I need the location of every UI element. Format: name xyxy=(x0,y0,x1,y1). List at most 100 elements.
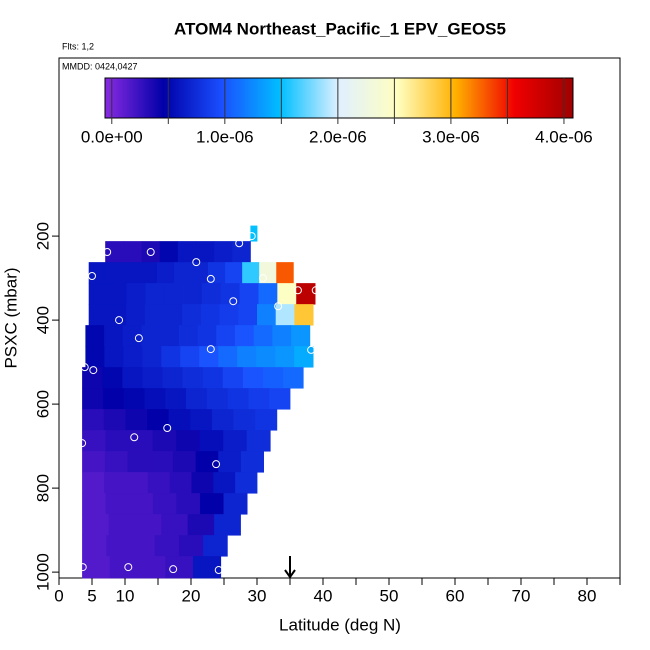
flight-point xyxy=(78,563,87,572)
colorbar-tick-label: 3.0e-06 xyxy=(422,127,480,146)
flight-point xyxy=(78,439,87,448)
curtain-cell xyxy=(141,241,161,263)
curtain-cell xyxy=(187,514,215,536)
curtain-cell xyxy=(225,262,243,284)
chart-title: ATOM4 Northeast_Pacific_1 EPV_GEOS5 xyxy=(174,19,506,38)
curtain-cell xyxy=(256,346,276,368)
curtain-cell xyxy=(235,325,255,347)
curtain-cell xyxy=(275,304,295,326)
curtain-cell xyxy=(82,472,105,494)
curtain-cell xyxy=(126,283,146,305)
curtain-cell xyxy=(199,346,219,368)
dates-note: MMDD: 0424,0427 xyxy=(62,61,138,71)
curtain-cell xyxy=(182,304,202,326)
curtain-cell xyxy=(82,514,109,536)
curtain-cell xyxy=(211,409,234,431)
curtain-cell xyxy=(223,430,248,452)
curtain-cell xyxy=(257,304,277,326)
colorbar-tick-label: 2.0e-06 xyxy=(309,127,367,146)
curtain-cell xyxy=(104,346,124,368)
curtain-cell xyxy=(208,262,226,284)
curtain-cell xyxy=(88,283,108,305)
flight-point xyxy=(146,248,155,257)
x-tick-label: 0 xyxy=(54,586,63,605)
curtain-cell xyxy=(294,346,314,368)
curtain-cell xyxy=(82,388,104,410)
curtain-cell xyxy=(263,367,284,389)
curtain-cell xyxy=(223,493,248,515)
curtain-cell xyxy=(123,388,145,410)
curtain-cell xyxy=(103,472,127,494)
curtain-cell xyxy=(130,535,156,557)
curtain-cell xyxy=(177,241,197,263)
curtain-cell xyxy=(178,535,204,557)
curtain-cell xyxy=(276,262,294,284)
curtain-cell xyxy=(199,493,224,515)
y-tick-label: 1000 xyxy=(33,553,52,591)
curtain-cell xyxy=(108,514,136,536)
curtain-cell xyxy=(259,262,277,284)
curtain-cell xyxy=(168,409,191,431)
arrow-head xyxy=(284,569,296,579)
curtain-cell xyxy=(246,430,271,452)
flight-point xyxy=(212,460,221,469)
curtain-cell xyxy=(182,367,204,389)
curtain-cell xyxy=(88,262,107,284)
curtain-cell xyxy=(102,388,125,410)
curtain-cell xyxy=(144,388,166,410)
curtain-cell xyxy=(242,262,260,284)
x-tick-label: 80 xyxy=(578,586,597,605)
colorbar-tick-label: 1.0e-06 xyxy=(196,127,254,146)
curtain-cell xyxy=(82,493,107,515)
curtain-cell xyxy=(82,556,111,579)
curtain-cell xyxy=(283,367,304,389)
curtain-cell xyxy=(258,283,278,305)
curtain-cell xyxy=(105,262,124,284)
curtain-cell xyxy=(82,430,107,452)
flight-point xyxy=(235,239,244,248)
flight-point xyxy=(206,345,215,354)
flight-point xyxy=(130,433,139,442)
curtain-cell xyxy=(242,367,264,389)
curtain-cell xyxy=(105,493,130,515)
curtain-cell xyxy=(154,535,180,557)
y-tick-label: 800 xyxy=(33,474,52,502)
curtain-cell xyxy=(106,535,131,557)
curtain-cell xyxy=(125,472,149,494)
curtain-cell xyxy=(164,283,184,305)
curtain-cell xyxy=(269,388,291,410)
curtain-cell xyxy=(253,325,273,347)
curtain-cell xyxy=(294,304,314,326)
curtain-cell xyxy=(183,283,203,305)
colorbar xyxy=(104,77,574,119)
flight-point xyxy=(192,258,201,267)
curtain-cell xyxy=(82,451,106,473)
curtain-cell xyxy=(239,283,259,305)
x-tick-label: 60 xyxy=(446,586,465,605)
curtain-cell xyxy=(161,514,189,536)
curtain-cell xyxy=(169,472,192,494)
flight-point xyxy=(311,286,320,295)
flight-point xyxy=(258,274,267,283)
curtain-cell xyxy=(122,262,141,284)
curtain-cell xyxy=(141,325,161,347)
curtain-cell xyxy=(123,241,142,263)
curtain-cell xyxy=(238,304,258,326)
curtain-cell xyxy=(123,346,143,368)
curtain-cell xyxy=(218,451,242,473)
curtain-cell xyxy=(186,388,208,410)
curtain-cell xyxy=(125,409,148,431)
curtain-cell xyxy=(201,283,222,305)
curtain-cell xyxy=(161,346,181,368)
curtain-cell xyxy=(173,262,192,284)
curtain-cell xyxy=(277,283,297,305)
y-tick-label: 200 xyxy=(33,222,52,250)
curtain-cell xyxy=(232,241,251,263)
curtain-cell xyxy=(107,304,127,326)
curtain-cell xyxy=(213,472,236,494)
curtain-cell xyxy=(134,514,162,536)
flight-point xyxy=(163,424,172,433)
colorbar-tick-label: 0.0e+00 xyxy=(81,127,143,146)
x-tick-label: 5 xyxy=(87,586,96,605)
